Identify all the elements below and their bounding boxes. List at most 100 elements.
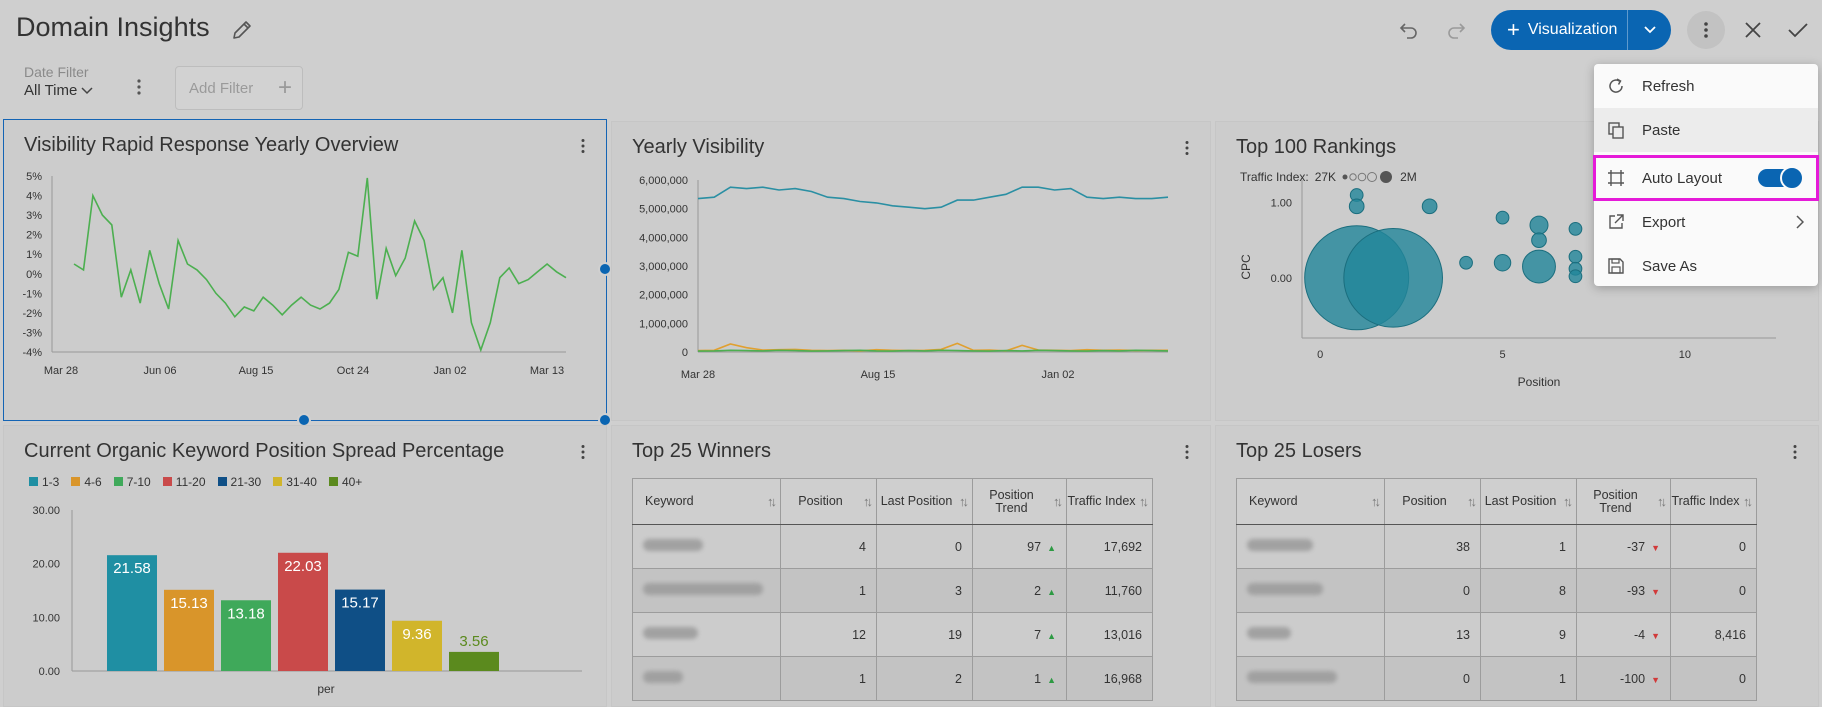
last-position-cell: 1 bbox=[1480, 524, 1577, 569]
sort-icon[interactable]: ↑↓ bbox=[1139, 494, 1149, 509]
table-row[interactable]: 0 1 -100 ▼ 0 bbox=[1236, 656, 1757, 701]
table-row[interactable]: 13 9 -4 ▼ 8,416 bbox=[1236, 612, 1757, 657]
table-row[interactable]: 4 0 97 ▲ 17,692 bbox=[632, 524, 1153, 569]
date-filter-value[interactable]: All Time bbox=[24, 82, 93, 99]
position-cell: 38 bbox=[1384, 524, 1481, 569]
menu-item-export[interactable]: Export bbox=[1594, 200, 1818, 244]
export-icon bbox=[1606, 212, 1626, 232]
sort-icon[interactable]: ↑↓ bbox=[863, 494, 873, 509]
add-visualization-button[interactable]: + Visualization bbox=[1491, 10, 1671, 50]
more-options-button[interactable] bbox=[1687, 11, 1725, 49]
table-row[interactable]: 12 19 7 ▲ 13,016 bbox=[632, 612, 1153, 657]
sort-icon[interactable]: ↑↓ bbox=[1563, 494, 1573, 509]
panel-visibility-rapid-response[interactable]: Visibility Rapid Response Yearly Overvie… bbox=[3, 119, 607, 421]
traffic-index-legend: Traffic Index: 27K 2M bbox=[1240, 170, 1417, 184]
panel-more-button[interactable] bbox=[580, 444, 586, 465]
undo-button[interactable] bbox=[1393, 14, 1425, 46]
panel-title: Top 25 Winners bbox=[632, 440, 771, 462]
table-row[interactable]: 1 2 1 ▲ 16,968 bbox=[632, 656, 1153, 701]
blurred-keyword bbox=[643, 671, 683, 683]
panel-more-button[interactable] bbox=[580, 138, 586, 159]
table-row[interactable]: 0 8 -93 ▼ 0 bbox=[1236, 568, 1757, 613]
sort-icon[interactable]: ↑↓ bbox=[1371, 494, 1381, 509]
auto-layout-toggle[interactable] bbox=[1758, 166, 1804, 190]
keyword-cell bbox=[1236, 656, 1385, 701]
y-tick-label: 10.00 bbox=[32, 612, 60, 624]
menu-item-auto-layout[interactable]: Auto Layout bbox=[1593, 155, 1819, 201]
position-cell: 1 bbox=[780, 656, 877, 701]
winners-table: Keyword ↑↓ Position ↑↓ Last Position ↑↓ Pos… bbox=[632, 478, 1153, 701]
y-tick-label: -1% bbox=[22, 288, 42, 300]
x-tick-label: 5 bbox=[1499, 349, 1505, 361]
bar-chart-spread: 30.00 20.00 10.00 0.00 21.58 15.13 13.18 22.03… bbox=[32, 505, 582, 696]
column-header-keyword[interactable]: Keyword ↑↓ bbox=[632, 478, 781, 525]
bar-value-label: 9.36 bbox=[402, 626, 431, 643]
resize-handle-right[interactable] bbox=[598, 262, 612, 276]
sort-icon[interactable]: ↑↓ bbox=[1657, 494, 1667, 509]
series-line bbox=[697, 342, 1168, 352]
keyword-cell bbox=[632, 656, 781, 701]
column-header-position[interactable]: Position ↑↓ bbox=[1384, 478, 1481, 525]
panel-top-25-losers[interactable]: Top 25 Losers Keyword ↑↓ Position ↑↓ Last … bbox=[1215, 425, 1819, 707]
redo-button[interactable] bbox=[1440, 14, 1472, 46]
table-row[interactable]: 1 3 2 ▲ 11,760 bbox=[632, 568, 1153, 613]
bubble-point bbox=[1421, 198, 1438, 215]
y-tick-label: 1.00 bbox=[1271, 198, 1292, 210]
traffic-index-min: 27K bbox=[1314, 170, 1337, 184]
header-label: Position bbox=[1402, 494, 1447, 508]
panel-more-button[interactable] bbox=[1792, 444, 1798, 465]
menu-item-refresh[interactable]: Refresh bbox=[1594, 64, 1818, 108]
pencil-icon[interactable] bbox=[230, 18, 254, 42]
column-header-position-trend[interactable]: Position Trend ↑↓ bbox=[1576, 478, 1671, 525]
traffic-cell: 0 bbox=[1670, 524, 1757, 569]
filter-more-button[interactable] bbox=[136, 78, 142, 101]
position-cell: 0 bbox=[1384, 568, 1481, 613]
legend-item: 4-6 bbox=[71, 475, 102, 489]
add-visualization-main[interactable]: + Visualization bbox=[1491, 10, 1627, 50]
close-button[interactable] bbox=[1737, 14, 1769, 46]
visualization-dropdown-button[interactable] bbox=[1628, 10, 1671, 50]
last-position-cell: 1 bbox=[1480, 656, 1577, 701]
sort-icon[interactable]: ↑↓ bbox=[1743, 494, 1753, 509]
sort-icon[interactable]: ↑↓ bbox=[1053, 494, 1063, 509]
trend-value: -93 bbox=[1627, 583, 1646, 598]
blurred-keyword bbox=[1247, 539, 1313, 551]
bubble-point bbox=[1568, 269, 1583, 284]
table-row[interactable]: 38 1 -37 ▼ 0 bbox=[1236, 524, 1757, 569]
y-tick-label: 0.00 bbox=[1271, 273, 1292, 285]
menu-item-paste[interactable]: Paste bbox=[1594, 108, 1818, 152]
y-tick-label: 2,000,000 bbox=[639, 290, 688, 302]
panel-top-25-winners[interactable]: Top 25 Winners Keyword ↑↓ Position ↑↓ Last… bbox=[611, 425, 1211, 707]
column-header-last-position[interactable]: Last Position ↑↓ bbox=[1480, 478, 1577, 525]
column-header-last-position[interactable]: Last Position ↑↓ bbox=[876, 478, 973, 525]
header-label: Last Position bbox=[880, 494, 953, 508]
line-chart-yearly-visibility: 6,000,000 5,000,000 4,000,000 3,000,000 2,00… bbox=[639, 175, 1169, 381]
menu-item-save-as[interactable]: Save As bbox=[1594, 244, 1818, 288]
column-header-traffic-index[interactable]: Traffic Index ↑↓ bbox=[1670, 478, 1757, 525]
bar bbox=[107, 555, 157, 671]
bar bbox=[335, 589, 385, 671]
panel-yearly-visibility[interactable]: Yearly Visibility 6,000,000 5,000,000 4,00… bbox=[611, 121, 1211, 421]
panel-keyword-position-spread[interactable]: Current Organic Keyword Position Spread … bbox=[3, 425, 607, 707]
y-tick-label: 0.00 bbox=[39, 666, 60, 678]
bubble-point bbox=[1568, 222, 1583, 236]
refresh-icon bbox=[1606, 76, 1626, 96]
column-header-traffic-index[interactable]: Traffic Index ↑↓ bbox=[1066, 478, 1153, 525]
add-filter-button[interactable]: Add Filter + bbox=[175, 66, 303, 110]
panel-more-button[interactable] bbox=[1184, 140, 1190, 161]
bar-value-label: 13.18 bbox=[227, 605, 265, 622]
column-header-keyword[interactable]: Keyword ↑↓ bbox=[1236, 478, 1385, 525]
position-cell: 12 bbox=[780, 612, 877, 657]
trend-value: -4 bbox=[1633, 627, 1646, 642]
sort-icon[interactable]: ↑↓ bbox=[959, 494, 969, 509]
panel-more-button[interactable] bbox=[1184, 444, 1190, 465]
y-tick-label: 3% bbox=[26, 210, 42, 222]
y-tick-label: 5% bbox=[26, 171, 42, 183]
column-header-position[interactable]: Position ↑↓ bbox=[780, 478, 877, 525]
column-header-position-trend[interactable]: Position Trend ↑↓ bbox=[972, 478, 1067, 525]
sort-icon[interactable]: ↑↓ bbox=[1467, 494, 1477, 509]
date-filter[interactable]: Date Filter All Time bbox=[24, 64, 93, 99]
save-check-button[interactable] bbox=[1782, 14, 1814, 46]
sort-icon[interactable]: ↑↓ bbox=[767, 494, 777, 509]
legend-item: 40+ bbox=[328, 475, 362, 489]
